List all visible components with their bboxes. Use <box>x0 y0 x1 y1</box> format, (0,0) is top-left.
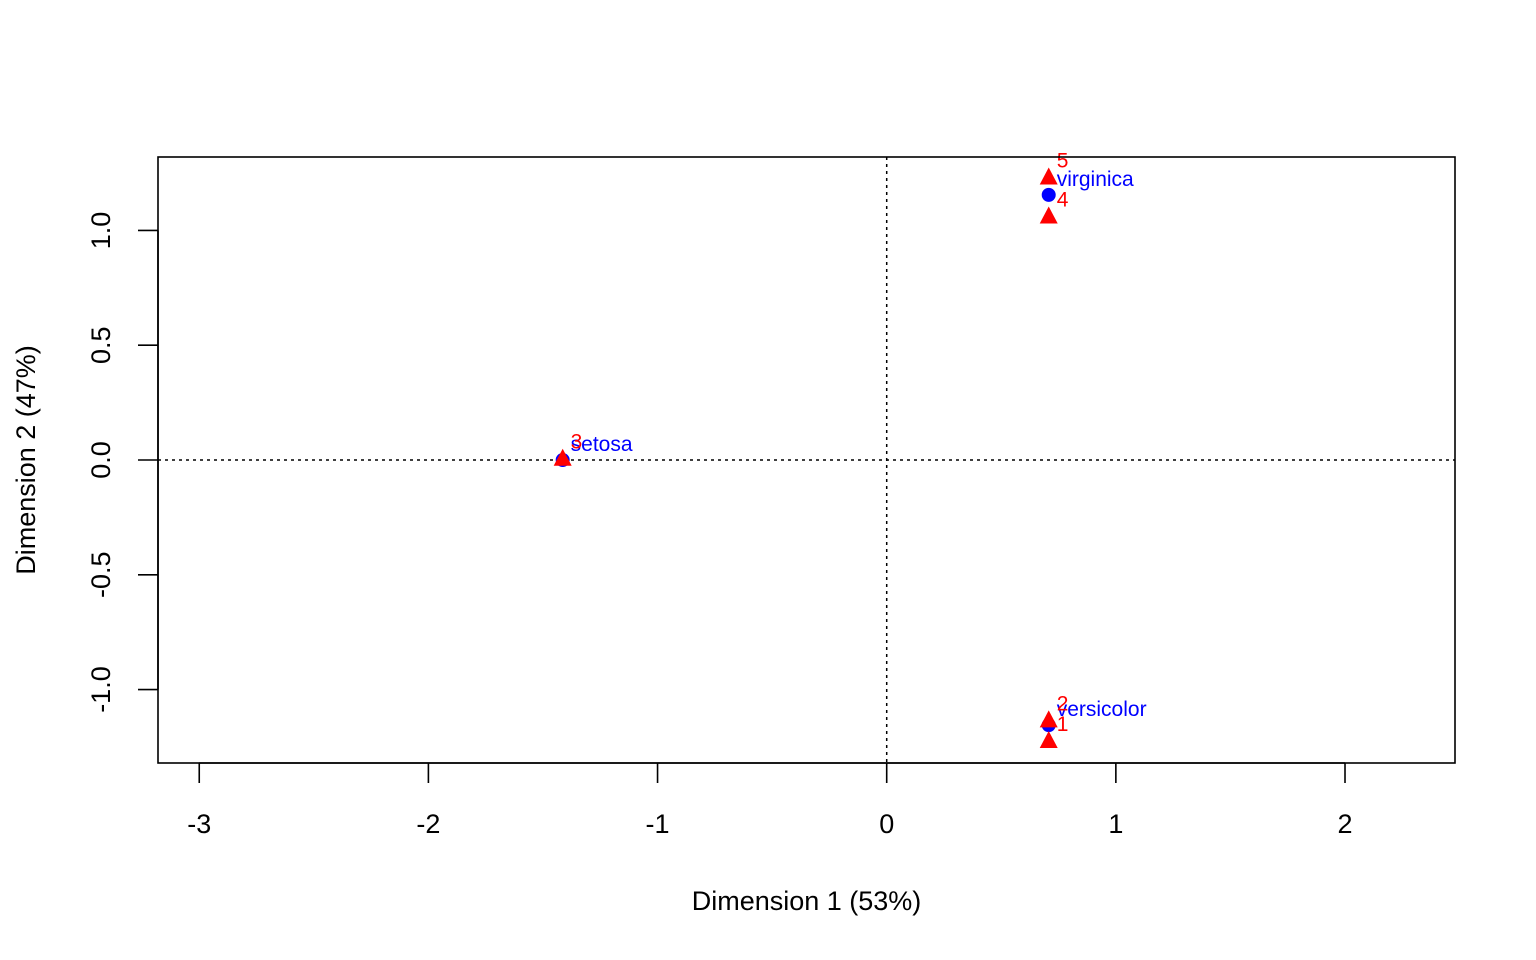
x-tick-label: -3 <box>187 809 211 839</box>
y-tick-label: -0.5 <box>86 552 116 599</box>
point-4 <box>1039 206 1058 224</box>
x-tick-label: -1 <box>646 809 670 839</box>
reference-lines <box>158 157 1455 763</box>
point-label-1: 1 <box>1057 713 1069 736</box>
point-labels: setosa versicolor virginica 12 3 4 5 <box>571 150 1147 737</box>
point-3 <box>553 448 572 466</box>
point-label-setosa: setosa <box>571 433 633 456</box>
y-tick-label: 1.0 <box>86 212 116 250</box>
point-virginica <box>1041 187 1056 202</box>
point-5 <box>1039 167 1058 185</box>
y-axis: -1.0 -0.5 0.0 0.5 1.0 <box>86 212 159 713</box>
x-tick-label: 1 <box>1108 809 1123 839</box>
point-label-4: 4 <box>1057 189 1069 212</box>
point-label-virginica: virginica <box>1057 168 1134 191</box>
point-1 <box>1039 731 1058 749</box>
x-tick-label: 0 <box>879 809 894 839</box>
data-points <box>553 167 1058 749</box>
x-tick-label: -2 <box>416 809 440 839</box>
point-label-2: 2 <box>1057 692 1069 715</box>
y-tick-label: 0.5 <box>86 326 116 364</box>
x-axis-title: Dimension 1 (53%) <box>692 886 922 916</box>
x-tick-label: 2 <box>1337 809 1352 839</box>
point-label-versicolor: versicolor <box>1057 698 1147 721</box>
y-axis-title: Dimension 2 (47%) <box>11 345 41 575</box>
point-label-3: 3 <box>571 431 583 454</box>
point-2 <box>1039 710 1058 728</box>
y-tick-label: 0.0 <box>86 441 116 479</box>
y-tick-label: -1.0 <box>86 666 116 713</box>
point-label-5: 5 <box>1057 150 1069 173</box>
plot-frame <box>157 156 1456 764</box>
x-axis: -3 -2 -1 0 1 2 <box>187 762 1353 839</box>
